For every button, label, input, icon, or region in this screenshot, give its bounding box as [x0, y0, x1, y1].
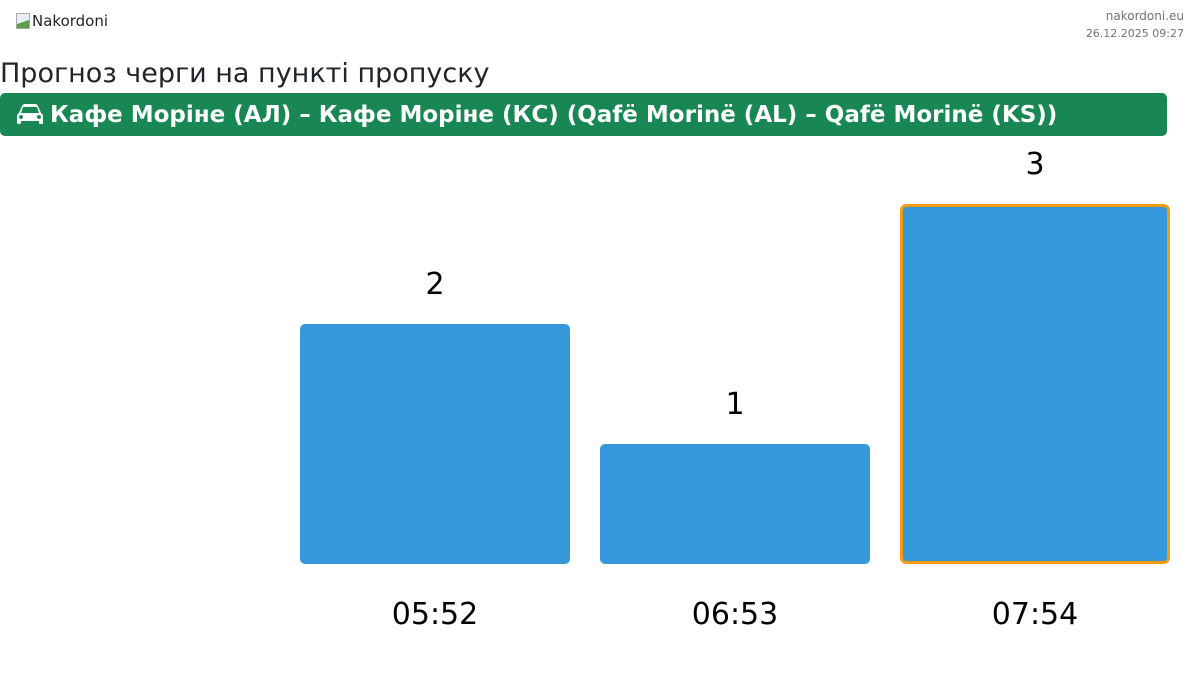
checkpoint-banner: Кафе Моріне (АЛ) – Кафе Моріне (КС) (Qaf… — [0, 93, 1167, 136]
car-icon — [17, 103, 43, 124]
bar — [900, 204, 1170, 564]
logo[interactable]: Nakordoni — [16, 12, 108, 30]
bar — [300, 324, 570, 564]
site-name: nakordoni.eu — [1105, 9, 1184, 23]
x-tick-label: 07:54 — [992, 597, 1078, 632]
bar-value-label: 2 — [425, 267, 444, 302]
page-meta: nakordoni.eu 26.12.2025 09:27 — [1086, 8, 1184, 42]
x-tick-label: 06:53 — [692, 597, 778, 632]
x-tick-label: 05:52 — [392, 597, 478, 632]
broken-image-icon — [16, 13, 30, 29]
checkpoint-name: Кафе Моріне (АЛ) – Кафе Моріне (КС) (Qaf… — [50, 101, 1058, 128]
bar-value-label: 3 — [1025, 147, 1044, 182]
page-title: Прогноз черги на пункті пропуску — [0, 58, 490, 89]
bar — [600, 444, 870, 564]
bar-value-label: 1 — [725, 387, 744, 422]
timestamp: 26.12.2025 09:27 — [1085, 27, 1184, 40]
logo-alt-text: Nakordoni — [32, 12, 109, 30]
